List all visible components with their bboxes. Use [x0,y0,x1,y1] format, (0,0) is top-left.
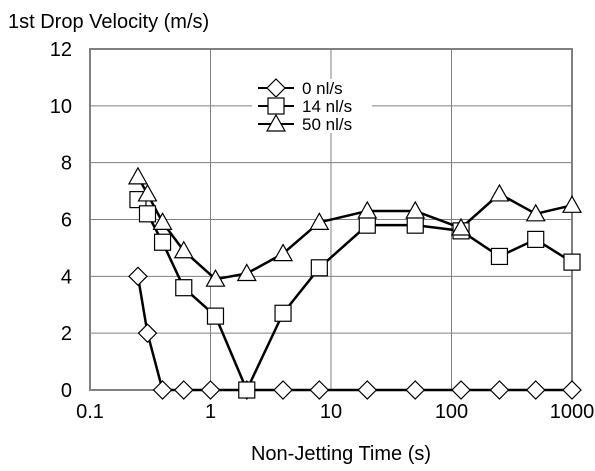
data-point [309,380,330,400]
legend-label: 0 nl/s [302,79,343,98]
legend-marker [265,113,287,132]
x-tick-label: 1 [205,401,216,423]
data-point [128,266,148,287]
data-point [405,200,426,219]
data-point [152,380,173,400]
y-tick-label: 6 [61,210,72,232]
data-point [274,304,292,322]
data-point [137,323,158,344]
data-point [206,307,225,325]
data-point [153,233,172,251]
data-point [273,380,293,400]
data-point [406,216,424,234]
legend: 0 nl/s14 nl/s50 nl/s [252,78,372,134]
y-axis-label: 1st Drop Velocity (m/s) [8,11,209,33]
y-tick-label: 2 [61,323,72,345]
data-point [137,183,158,202]
legend-item: 0 nl/s [252,78,372,98]
x-tick-label: 1000 [550,401,595,423]
data-point [127,166,148,185]
data-point [525,203,546,222]
y-tick-label: 10 [50,96,72,118]
series-line [136,198,573,394]
x-tick-label: 10 [320,401,342,423]
data-point [451,217,472,236]
data-point [490,247,509,266]
series-markers-diamond [128,266,582,400]
data-point [173,240,194,259]
data-point [405,380,426,400]
series-markers-triangle [127,166,583,287]
data-point [309,212,330,230]
data-point [236,263,257,282]
series-markers-square [129,191,581,399]
data-point [525,380,546,400]
series-layer [127,166,583,400]
data-point [563,253,581,271]
axis-ticks: 0.1 1 10 100 1000 0 2 4 6 8 10 12 [50,39,595,423]
data-point [527,230,545,248]
data-point [562,380,582,400]
legend-marker [267,97,285,115]
data-point [310,259,328,277]
legend-item-bg [252,79,372,97]
x-axis-label: Non-Jetting Time (s) [251,443,431,465]
y-tick-label: 0 [61,380,72,402]
data-point [489,183,510,202]
x-tick-label: 100 [435,401,468,423]
data-point [175,279,193,297]
data-point [273,243,294,262]
data-point [357,200,378,219]
legend-label: 50 nl/s [302,115,352,134]
y-tick-label: 4 [61,266,72,288]
data-point [173,380,194,400]
legend-item: 14 nl/s [252,97,372,116]
data-point [561,195,583,213]
data-point [358,216,376,234]
y-tick-label: 8 [61,153,72,175]
data-point [451,380,471,400]
data-point [200,380,221,400]
legend-label: 14 nl/s [302,97,352,116]
y-tick-label: 12 [50,39,72,61]
x-tick-label: 0.1 [76,401,104,423]
data-point [205,268,226,287]
data-point [489,380,510,400]
data-point [152,212,173,230]
legend-item: 50 nl/s [252,113,372,134]
series-square [136,198,573,394]
data-point [238,381,256,399]
data-point [357,380,378,400]
data-point [138,205,157,223]
